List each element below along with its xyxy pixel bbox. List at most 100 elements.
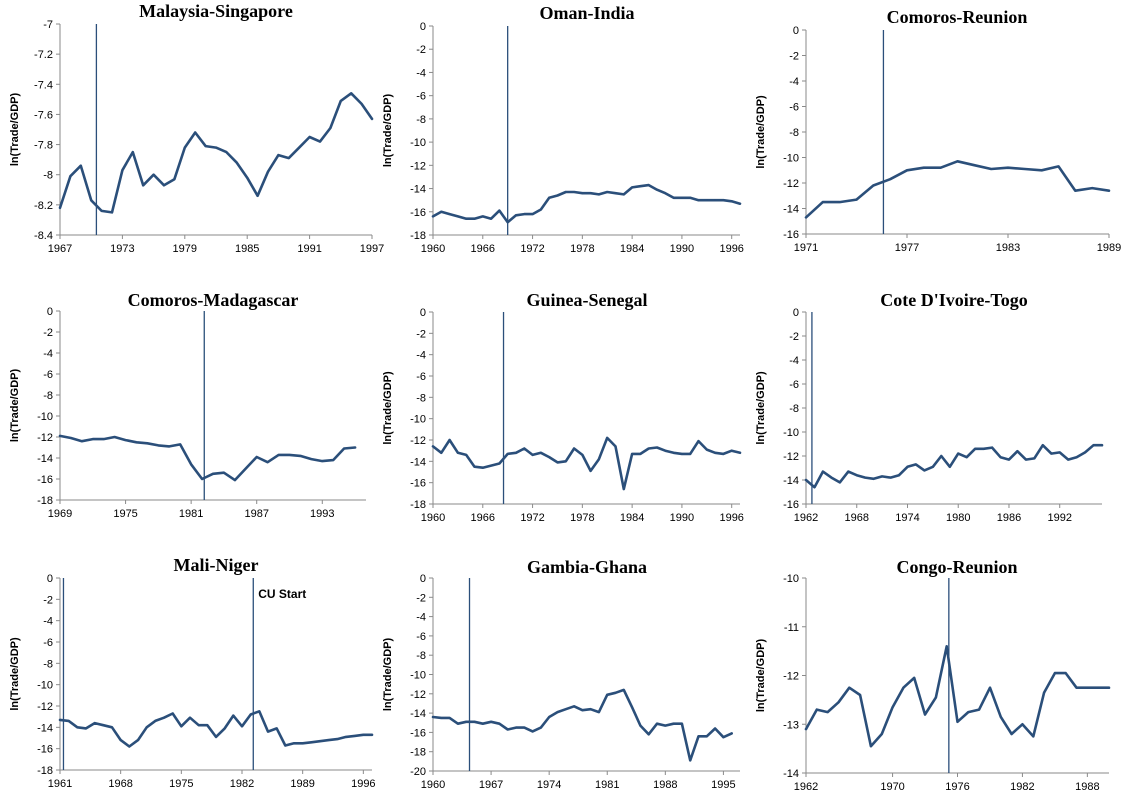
data-point (889, 476, 892, 479)
data-point (465, 217, 468, 220)
y-tick-label: -10 (783, 153, 799, 165)
data-point (234, 479, 236, 481)
data-point (978, 708, 980, 711)
y-tick-label: -18 (37, 765, 53, 777)
data-point (965, 456, 968, 459)
series-line (804, 644, 1111, 748)
y-tick-label: -10 (783, 573, 799, 585)
data-point (267, 730, 269, 733)
data-point (59, 435, 61, 437)
data-point (902, 686, 905, 689)
data-point (556, 194, 559, 197)
data-point (855, 198, 858, 201)
data-point (855, 474, 858, 477)
panel-title: Gambia-Ghana (527, 557, 647, 577)
series-line (431, 183, 742, 224)
x-tick-label: 1989 (1097, 242, 1121, 254)
data-point (113, 436, 116, 438)
data-point (490, 464, 492, 467)
data-point (1054, 672, 1056, 674)
y-tick-label: -16 (410, 727, 426, 739)
y-tick-label: -14 (410, 184, 426, 196)
data-point (128, 745, 131, 748)
y-tick-label: -8 (416, 392, 426, 404)
y-tick-label: -12 (410, 689, 426, 701)
data-point (614, 192, 617, 195)
x-tick-label: 1981 (595, 779, 619, 791)
data-point (957, 452, 960, 455)
y-tick-label: -2 (789, 331, 799, 343)
series-line (431, 688, 734, 762)
data-point (697, 440, 700, 442)
data-point (622, 193, 625, 196)
data-point (614, 445, 617, 448)
data-point (465, 720, 468, 723)
data-point (881, 475, 883, 478)
data-point (945, 645, 948, 648)
data-point (1058, 451, 1061, 454)
series-line (58, 92, 374, 214)
y-axis-label: ln(Trade/GDP) (9, 368, 21, 442)
data-point (967, 711, 970, 713)
data-point (906, 465, 909, 468)
data-point (102, 438, 105, 440)
y-tick-label: -4 (43, 616, 53, 628)
y-tick-label: 0 (793, 25, 799, 37)
y-tick-label: -7.6 (34, 109, 53, 121)
y-tick-label: -4 (416, 67, 426, 79)
data-point (805, 216, 807, 219)
y-tick-label: -6 (416, 91, 426, 103)
data-point (457, 215, 459, 218)
x-tick-label: 1988 (653, 779, 677, 791)
data-point (730, 200, 733, 203)
data-point (457, 722, 459, 725)
x-tick-label: 1995 (711, 779, 735, 791)
data-point (697, 199, 700, 202)
data-point (1025, 458, 1027, 461)
data-point (111, 211, 113, 214)
data-point (93, 722, 96, 724)
data-point (939, 166, 942, 169)
data-point (859, 694, 861, 696)
y-tick-label: -8 (43, 390, 53, 402)
data-point (564, 460, 567, 463)
data-point (360, 103, 363, 105)
y-tick-label: -4 (789, 76, 799, 88)
data-point (689, 759, 692, 762)
y-tick-label: -16 (410, 478, 426, 490)
data-point (327, 739, 330, 741)
data-point (531, 730, 534, 733)
data-point (189, 716, 191, 719)
data-point (223, 727, 226, 730)
x-tick-label: 1992 (1047, 512, 1071, 524)
data-point (244, 467, 247, 470)
panel-title: Comoros-Reunion (887, 7, 1028, 27)
y-tick-label: -18 (410, 747, 426, 759)
data-point (922, 166, 925, 169)
data-point (506, 221, 509, 224)
data-point (813, 486, 816, 489)
y-tick-label: -6 (43, 637, 53, 649)
y-tick-label: -16 (783, 229, 799, 241)
y-tick-label: -7.4 (34, 79, 53, 91)
data-point (589, 470, 592, 472)
y-tick-label: -10 (410, 670, 426, 682)
data-point (310, 741, 313, 744)
data-point (606, 693, 609, 696)
data-point (135, 441, 138, 444)
data-point (124, 439, 127, 441)
data-point (847, 470, 850, 473)
y-tick-label: -16 (410, 207, 426, 219)
data-point (1108, 189, 1110, 192)
data-point (631, 186, 633, 189)
y-tick-label: -6 (416, 371, 426, 383)
data-point (989, 686, 991, 689)
data-point (256, 194, 259, 197)
data-point (154, 720, 157, 722)
data-point (647, 447, 650, 450)
data-point (223, 471, 225, 474)
data-point (329, 127, 332, 129)
data-point (241, 725, 243, 728)
x-tick-label: 1967 (479, 779, 503, 791)
y-tick-label: -10 (37, 680, 53, 692)
